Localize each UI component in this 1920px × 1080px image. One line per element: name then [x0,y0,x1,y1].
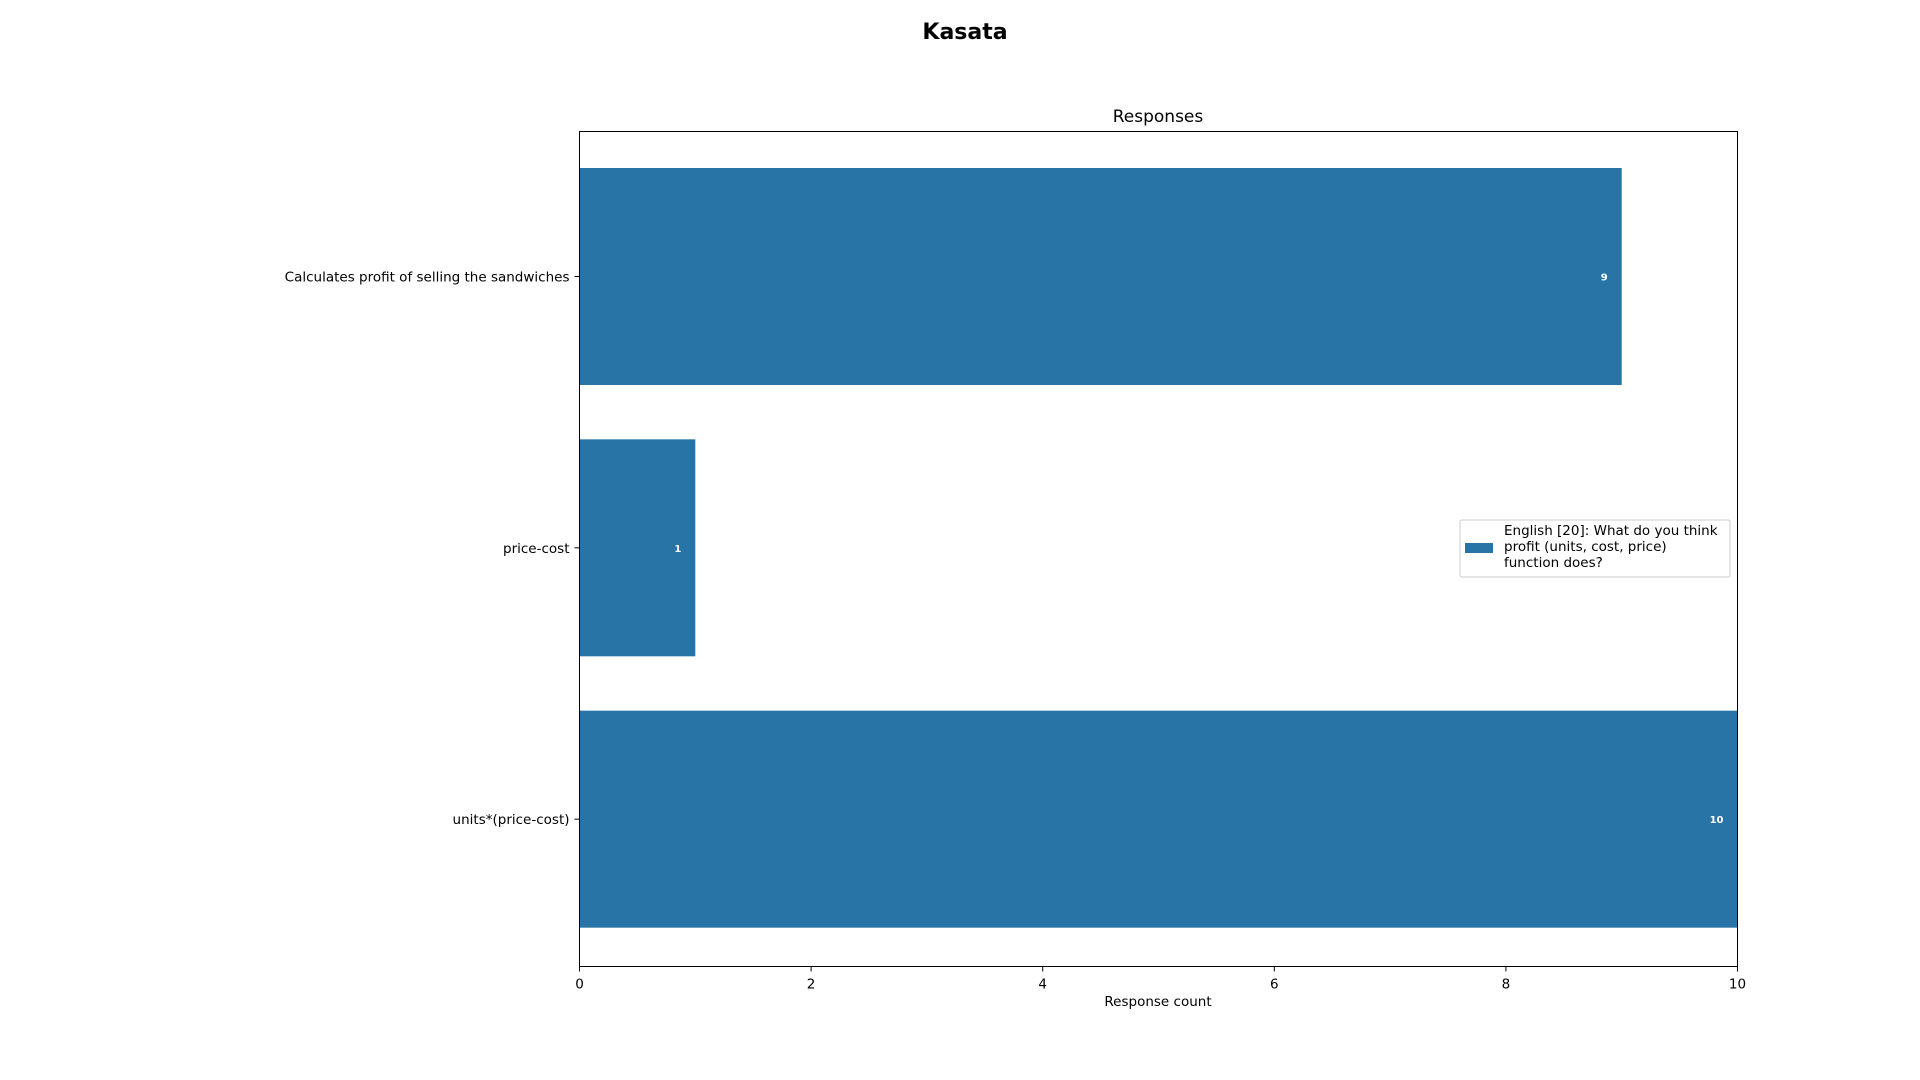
x-tick-label: 2 [807,977,816,993]
bar-value-label: 10 [1710,815,1724,826]
legend-label: function does? [1504,555,1603,571]
x-tick-label: 8 [1502,977,1511,993]
x-tick-label: 6 [1270,977,1279,993]
figure-title: Kasata [922,20,1007,45]
bar-value-label: 1 [674,544,681,555]
legend-label: English [20]: What do you think [1504,523,1718,539]
plot-frame [579,131,1738,967]
x-axis-label: Response count [1104,994,1211,1010]
chart-title: Responses [1113,107,1204,127]
bars-layer: 9 1 10 [579,168,1738,928]
y-axis: Calculates profit of selling the sandwic… [285,270,580,828]
y-tick-label: Calculates profit of selling the sandwic… [285,270,570,286]
legend-swatch [1465,543,1493,553]
legend-box [1459,519,1731,578]
bar [579,168,1622,385]
bar [579,439,696,657]
x-tick-label: 4 [1038,977,1047,993]
legend-label: profit (units, cost, price) [1504,539,1667,555]
bar [579,710,1738,928]
x-tick-label: 10 [1729,977,1746,993]
y-tick-label: units*(price-cost) [453,812,570,828]
x-tick-label: 0 [575,977,584,993]
y-tick-label: price-cost [503,541,569,557]
bar-value-label: 9 [1601,273,1608,284]
x-axis: 0 2 4 6 8 10 [575,966,1746,993]
